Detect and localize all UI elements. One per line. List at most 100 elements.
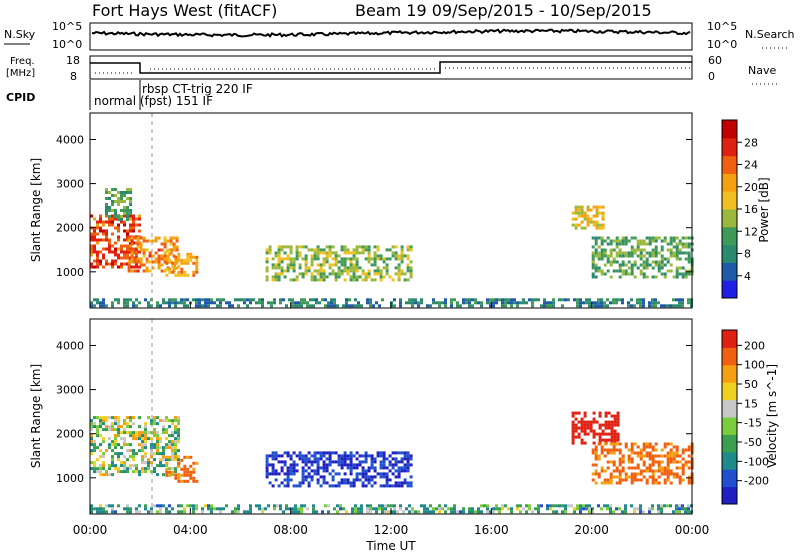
velocity-cell [600, 507, 603, 511]
power-cell [675, 257, 679, 261]
velocity-cell [402, 510, 405, 514]
velocity-cell [408, 510, 411, 514]
velocity-cell [400, 451, 404, 455]
velocity-cell [645, 451, 649, 455]
power-cell [114, 250, 117, 254]
power-cell [591, 272, 595, 276]
velocity-cell [397, 481, 401, 485]
velocity-cell [624, 472, 628, 476]
power-cell [90, 265, 93, 269]
velocity-cell [474, 510, 477, 514]
velocity-cell [147, 464, 150, 468]
power-cell [684, 257, 688, 261]
power-colorbar-tick-label: 24 [744, 159, 758, 172]
velocity-cell [583, 441, 587, 445]
velocity-cell [591, 510, 594, 514]
power-cell [633, 251, 637, 255]
power-cell [120, 200, 123, 203]
velocity-cell [271, 484, 275, 488]
power-cell [333, 301, 336, 305]
power-cell [280, 245, 284, 249]
velocity-cell [564, 507, 567, 511]
velocity-cell [156, 434, 159, 438]
velocity-cell [177, 440, 180, 444]
velocity-cell [687, 448, 691, 452]
power-cell [618, 248, 622, 252]
power-cell [129, 197, 133, 200]
velocity-cell [219, 507, 222, 511]
velocity-cell [663, 466, 667, 470]
velocity-cell [144, 425, 147, 429]
velocity-cell [268, 481, 272, 485]
velocity-cell [159, 446, 162, 450]
velocity-cell [331, 484, 335, 488]
velocity-cell [123, 470, 126, 474]
power-cell [151, 266, 155, 270]
power-cell [588, 298, 591, 302]
velocity-cell [138, 425, 141, 429]
velocity-cell [283, 484, 287, 488]
velocity-cell [403, 478, 407, 482]
velocity-cell [399, 507, 402, 511]
power-cell [204, 301, 207, 305]
velocity-cell [120, 452, 123, 456]
velocity-cell [373, 469, 377, 473]
power-cell [277, 251, 281, 255]
velocity-cell [615, 507, 618, 511]
velocity-cell [90, 440, 93, 444]
velocity-cell [613, 420, 617, 424]
velocity-cell [117, 467, 120, 471]
velocity-cell [141, 470, 144, 474]
velocity-cell [571, 441, 575, 445]
velocity-cell [586, 426, 590, 430]
power-cell [168, 304, 171, 308]
velocity-cell [583, 411, 587, 415]
velocity-cell [337, 472, 341, 476]
power-cell [406, 254, 410, 258]
velocity-cell [342, 507, 345, 511]
velocity-cell [129, 467, 132, 471]
power-cell [295, 278, 299, 282]
power-cell [480, 304, 483, 308]
power-cell [310, 248, 314, 252]
power-cell [598, 205, 602, 209]
velocity-cell [678, 475, 682, 479]
velocity-cell [271, 472, 275, 476]
velocity-cell [195, 461, 199, 465]
power-cell [382, 257, 386, 261]
power-cell [93, 232, 96, 236]
power-cell [114, 241, 117, 245]
velocity-cell [391, 466, 395, 470]
power-cell [400, 251, 404, 255]
velocity-cell [126, 470, 129, 474]
power-cell [409, 266, 413, 270]
velocity-cell [96, 458, 99, 462]
velocity-cell [310, 469, 314, 473]
velocity-cell [604, 411, 608, 415]
power-cell [591, 275, 595, 279]
velocity-cell [391, 457, 395, 461]
power-cell [465, 301, 468, 305]
power-cell [273, 301, 276, 305]
power-cell [271, 266, 275, 270]
power-cell [135, 304, 138, 308]
velocity-cell [364, 478, 368, 482]
velocity-cell [586, 432, 590, 436]
velocity-cell [162, 425, 165, 429]
velocity-cell [138, 510, 141, 514]
velocity-cell [367, 481, 371, 485]
power-cell [624, 242, 628, 246]
power-cell [675, 269, 679, 273]
xtick-label: 20:00 [574, 523, 609, 537]
velocity-cell [636, 472, 640, 476]
velocity-cell [633, 466, 637, 470]
power-cell [630, 248, 634, 252]
power-cell [117, 215, 120, 218]
power-cell [145, 239, 149, 243]
velocity-cell [180, 479, 184, 483]
power-cell [130, 257, 134, 261]
power-cell [300, 304, 303, 308]
velocity-cell [360, 507, 363, 511]
power-cell [672, 254, 676, 258]
power-cell [615, 254, 619, 258]
